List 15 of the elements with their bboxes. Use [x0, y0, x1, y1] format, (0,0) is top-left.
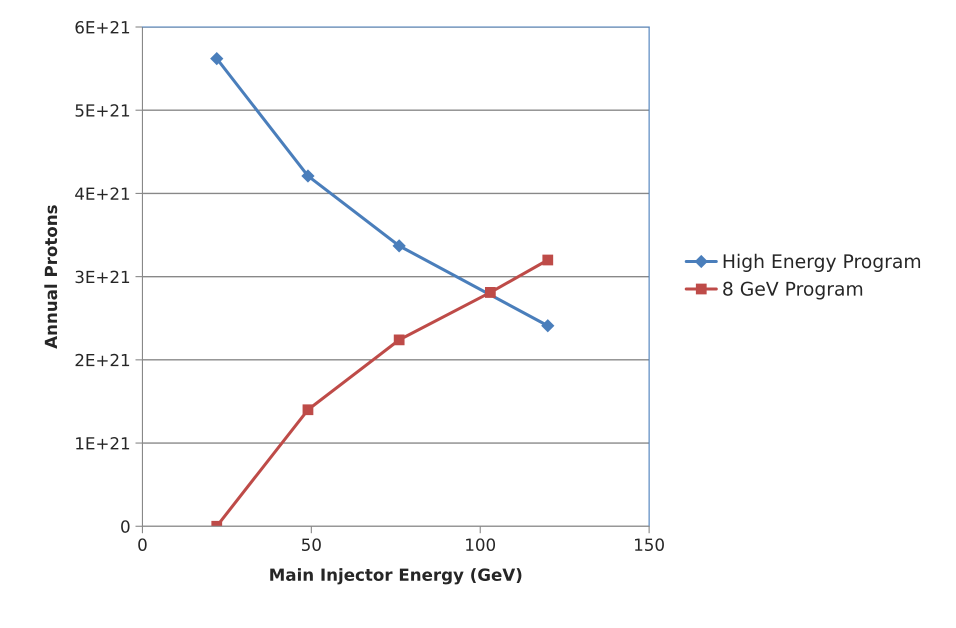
y-tick-label: 4E+21 — [75, 187, 130, 200]
legend-label: 8 GeV Program — [723, 282, 862, 300]
y-tick-label: 2E+21 — [76, 354, 130, 366]
y-tick-label: 6E+21 — [75, 20, 130, 34]
legend-label: High Energy Program — [724, 254, 920, 272]
x-tick-label: 50 — [302, 538, 321, 551]
x-tick-label: 0 — [138, 538, 147, 551]
y-tick-label: 1E+21 — [76, 437, 130, 450]
x-tick-label: 150 — [635, 538, 664, 551]
y-tick-label: 5E+21 — [76, 104, 130, 117]
x-axis-title: Main Injector Energy (GeV) — [270, 568, 522, 584]
y-tick-label: 3E+21 — [76, 270, 130, 284]
y-axis-title: Annual Protons — [44, 205, 58, 349]
x-tick-label: 100 — [466, 538, 496, 551]
y-tick-label: 0 — [121, 520, 130, 533]
